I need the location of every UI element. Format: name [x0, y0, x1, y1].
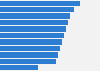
Bar	[0, 46, 60, 51]
Bar	[0, 13, 70, 19]
Bar	[0, 52, 58, 58]
Bar	[0, 7, 74, 12]
Bar	[0, 26, 66, 32]
Bar	[0, 20, 68, 25]
Bar	[0, 65, 38, 70]
Bar	[0, 1, 80, 6]
Bar	[0, 33, 64, 38]
Bar	[0, 39, 62, 45]
Bar	[0, 59, 56, 64]
